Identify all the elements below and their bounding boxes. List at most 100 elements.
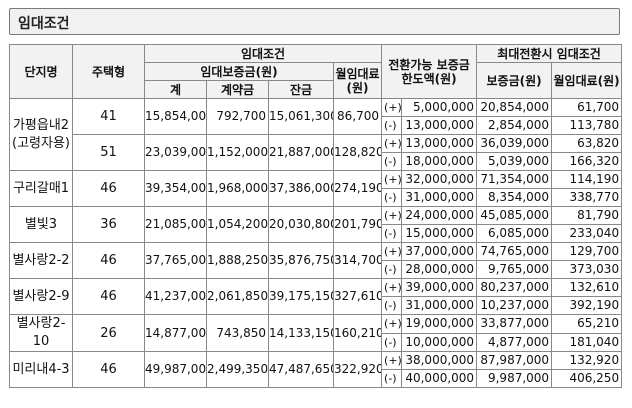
cell-complex: 별사랑2-10 xyxy=(9,314,73,352)
cell-max-rent-minus: 406,250 xyxy=(551,369,623,388)
cell-max-rent-minus: 113,780 xyxy=(551,116,623,135)
cell-sign-minus: (-) xyxy=(381,116,403,135)
cell-max-rent-minus: 392,190 xyxy=(551,296,623,315)
cell-total: 23,039,000 xyxy=(144,134,207,171)
cell-limit-plus: 38,000,000 xyxy=(401,351,478,370)
cell-sign-plus: (+) xyxy=(381,314,403,334)
lease-conditions-table: 단지명 주택형 임대조건 전환가능 보증금 한도액(원) 최대전환시 임대조건 … xyxy=(9,44,623,388)
section-title-box: 임대조건 xyxy=(9,8,620,35)
cell-max-rent-plus: 132,920 xyxy=(551,351,623,370)
cell-type: 46 xyxy=(72,351,145,388)
cell-total: 39,354,000 xyxy=(144,170,207,207)
header-conversion-limit: 전환가능 보증금 한도액(원) xyxy=(381,44,478,99)
cell-max-deposit-minus: 10,237,000 xyxy=(476,296,553,315)
cell-max-rent-minus: 181,040 xyxy=(551,332,623,352)
cell-limit-minus: 18,000,000 xyxy=(401,152,478,171)
cell-rent: 160,210 xyxy=(332,314,383,352)
cell-rent: 201,790 xyxy=(332,206,383,243)
table-row: (-) 15,000,000 6,085,000 233,040 xyxy=(10,224,623,243)
cell-type: 46 xyxy=(72,170,145,207)
cell-limit-minus: 40,000,000 xyxy=(401,369,478,388)
table-row: (-) 28,000,000 9,765,000 373,030 xyxy=(10,260,623,279)
cell-sign-minus: (-) xyxy=(381,369,403,388)
cell-rent: 274,190 xyxy=(332,170,383,207)
cell-rent: 314,700 xyxy=(332,242,383,279)
table-row: 가평읍내2 (고령자용)4115,854,000792,70015,061,30… xyxy=(9,98,623,171)
cell-limit-plus: 5,000,000 xyxy=(401,98,478,117)
section-title: 임대조건 xyxy=(18,16,70,32)
cell-rent: 128,820 xyxy=(332,134,383,171)
cell-complex: 가평읍내2 (고령자용) xyxy=(9,98,73,171)
cell-max-deposit-plus: 87,987,000 xyxy=(476,351,553,370)
cell-max-rent-minus: 373,030 xyxy=(551,260,623,279)
cell-total: 15,854,000 xyxy=(144,98,207,135)
table-body: 가평읍내2 (고령자용)4115,854,000792,70015,061,30… xyxy=(9,98,623,388)
cell-balance: 21,887,000 xyxy=(268,134,334,171)
cell-max-deposit-plus: 45,085,000 xyxy=(476,206,553,225)
cell-total: 21,085,000 xyxy=(144,206,207,243)
cell-sign-plus: (+) xyxy=(381,206,403,225)
cell-limit-minus: 31,000,000 xyxy=(401,188,478,207)
cell-max-deposit-plus: 80,237,000 xyxy=(476,278,553,297)
cell-type: 46 xyxy=(72,242,145,279)
header-balance: 잔금 xyxy=(268,80,334,99)
cell-sign-minus: (-) xyxy=(381,296,403,315)
cell-type: 41 xyxy=(72,98,145,135)
cell-balance: 47,487,650 xyxy=(268,351,334,388)
cell-limit-plus: 13,000,000 xyxy=(401,134,478,153)
header-deposit: 임대보증금(원) xyxy=(144,62,334,81)
cell-sign-plus: (+) xyxy=(381,242,403,261)
cell-total: 41,237,000 xyxy=(144,278,207,315)
cell-sign-minus: (-) xyxy=(381,224,403,243)
cell-contract: 1,054,200 xyxy=(206,206,269,243)
cell-contract: 792,700 xyxy=(206,98,269,135)
cell-limit-plus: 19,000,000 xyxy=(401,314,478,334)
cell-limit-plus: 24,000,000 xyxy=(401,206,478,225)
cell-complex: 별사랑2-2 xyxy=(9,242,73,279)
cell-max-deposit-plus: 20,854,000 xyxy=(476,98,553,117)
cell-max-deposit-plus: 74,765,000 xyxy=(476,242,553,261)
cell-balance: 20,030,800 xyxy=(268,206,334,243)
cell-sign-minus: (-) xyxy=(381,260,403,279)
header-max-conversion: 최대전환시 임대조건 xyxy=(476,44,623,63)
table-row: 미리내4-34649,987,0002,499,35047,487,650322… xyxy=(9,351,623,388)
table-row: (-) 31,000,000 8,354,000 338,770 xyxy=(10,188,623,207)
cell-balance: 35,876,750 xyxy=(268,242,334,279)
cell-limit-plus: 39,000,000 xyxy=(401,278,478,297)
cell-type: 51 xyxy=(72,134,145,171)
cell-balance: 37,386,000 xyxy=(268,170,334,207)
header-lease-conditions: 임대조건 xyxy=(143,44,383,63)
cell-sign-minus: (-) xyxy=(381,332,403,352)
cell-max-deposit-minus: 2,854,000 xyxy=(476,116,553,135)
header-type: 주택형 xyxy=(72,44,145,99)
cell-max-deposit-plus: 71,354,000 xyxy=(476,170,553,189)
table-row: 구리갈매14639,354,0001,968,00037,386,000274,… xyxy=(9,170,623,207)
cell-rent: 327,610 xyxy=(332,278,383,315)
cell-limit-minus: 28,000,000 xyxy=(401,260,478,279)
cell-max-rent-minus: 166,320 xyxy=(551,152,623,171)
header-max-deposit: 보증금(원) xyxy=(476,62,553,99)
cell-sign-plus: (+) xyxy=(381,170,403,189)
cell-contract: 1,152,000 xyxy=(206,134,269,171)
cell-max-rent-plus: 114,190 xyxy=(551,170,623,189)
cell-max-rent-plus: 129,700 xyxy=(551,242,623,261)
table-row: 별빛33621,085,0001,054,20020,030,800201,79… xyxy=(9,206,623,243)
cell-limit-plus: 32,000,000 xyxy=(401,170,478,189)
table-row: (-) 40,000,000 9,987,000 406,250 xyxy=(10,369,623,388)
table-row: 별사랑2-24637,765,0001,888,25035,876,750314… xyxy=(9,242,623,279)
cell-total: 14,877,000 xyxy=(144,314,207,352)
cell-max-deposit-minus: 9,987,000 xyxy=(476,369,553,388)
cell-max-rent-minus: 338,770 xyxy=(551,188,623,207)
cell-complex: 별사랑2-9 xyxy=(9,278,73,315)
table-row: (-) 31,000,000 10,237,000 392,190 xyxy=(10,296,623,315)
cell-max-rent-plus: 81,790 xyxy=(551,206,623,225)
cell-sign-plus: (+) xyxy=(381,278,403,297)
header-contract: 계약금 xyxy=(206,80,269,99)
header-total: 계 xyxy=(144,80,207,99)
cell-balance: 39,175,150 xyxy=(268,278,334,315)
table-row: 5123,039,0001,152,00021,887,000128,820(+… xyxy=(10,134,623,171)
cell-max-deposit-minus: 6,085,000 xyxy=(476,224,553,243)
cell-rent: 86,700 xyxy=(332,98,383,135)
cell-contract: 2,061,850 xyxy=(206,278,269,315)
cell-contract: 743,850 xyxy=(206,314,269,352)
